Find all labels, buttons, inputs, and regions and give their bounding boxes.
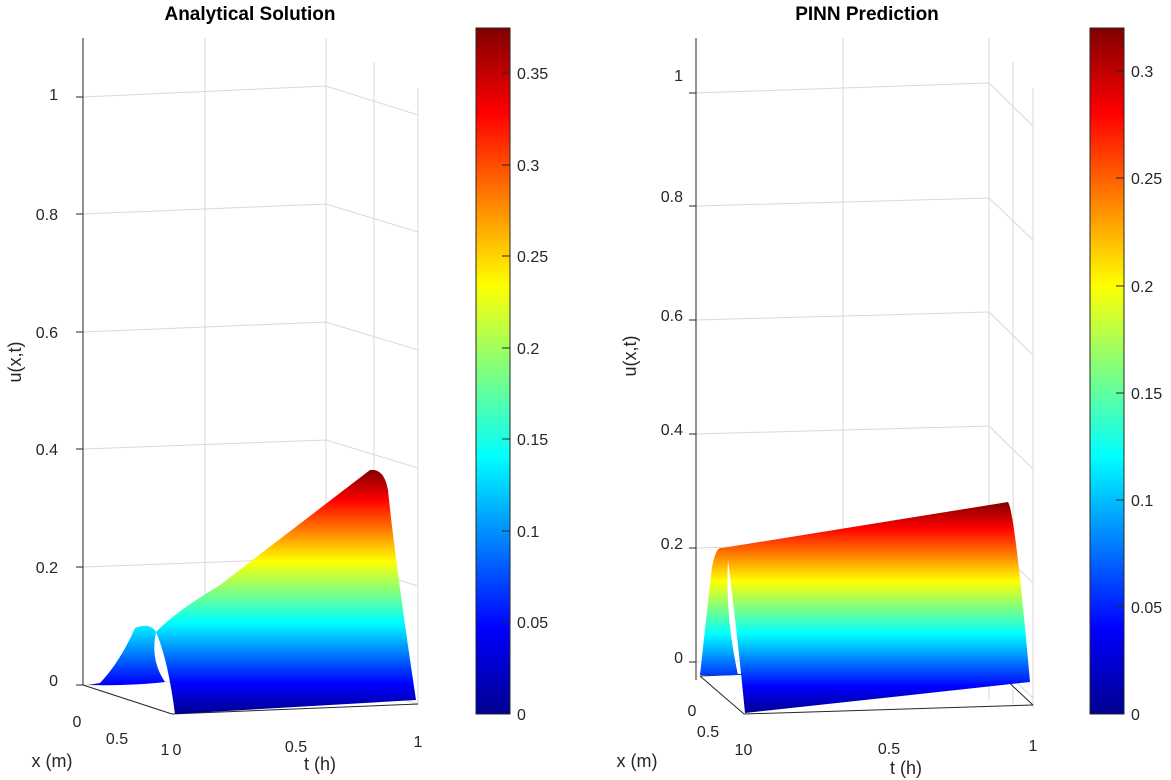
left-axes — [82, 38, 419, 715]
right-z-tick-1: 0.2 — [661, 536, 683, 553]
left-cb-tick-2: 0.1 — [517, 524, 539, 541]
right-cb-tick-2: 0.1 — [1131, 493, 1153, 510]
right-x-ticks: 0 0.5 1 — [688, 703, 744, 759]
right-z-tick-4: 0.8 — [661, 189, 683, 206]
left-z-tick-2: 0.4 — [36, 442, 58, 459]
left-t-tick-0: 0 — [173, 742, 182, 759]
right-cb-tick-5: 0.25 — [1131, 171, 1162, 188]
left-z-tick-5: 1 — [49, 87, 58, 104]
left-z-tick-0: 0 — [49, 673, 58, 690]
left-z-ticks: 0 0.2 0.4 0.6 0.8 1 — [36, 87, 83, 690]
right-cb-tick-6: 0.3 — [1131, 64, 1153, 81]
right-colorbar-ticks: 0 0.05 0.1 0.15 0.2 0.25 0.3 — [1116, 64, 1162, 724]
right-title: PINN Prediction — [795, 4, 939, 25]
right-x-tick-2: 1 — [735, 742, 744, 759]
left-t-tick-2: 1 — [414, 734, 423, 751]
right-colorbar: 0 0.05 0.1 0.15 0.2 0.25 0.3 — [1089, 27, 1162, 724]
right-z-tick-2: 0.4 — [661, 422, 683, 439]
right-t-tick-0: 0 — [744, 742, 753, 759]
right-panel: PINN Prediction — [617, 4, 1163, 778]
right-cb-tick-4: 0.2 — [1131, 279, 1153, 296]
left-surface — [88, 469, 416, 714]
left-t-tick-1: 0.5 — [285, 739, 307, 756]
right-t-tick-1: 0.5 — [878, 741, 900, 758]
left-zlabel: u(x,t) — [5, 341, 25, 382]
left-tlabel: t (h) — [304, 754, 336, 774]
right-x-tick-1: 0.5 — [697, 724, 719, 741]
left-x-tick-0: 0 — [73, 714, 82, 731]
right-z-tick-3: 0.6 — [661, 308, 683, 325]
right-cb-tick-1: 0.05 — [1131, 600, 1162, 617]
right-zlabel: u(x,t) — [620, 335, 640, 376]
right-z-ticks: 0 0.2 0.4 0.6 0.8 1 — [661, 68, 696, 667]
right-x-tick-0: 0 — [688, 703, 697, 720]
left-panel: Analytical Solution — [5, 4, 548, 774]
right-t-tick-2: 1 — [1029, 738, 1038, 755]
left-z-tick-3: 0.6 — [36, 325, 58, 342]
right-cb-tick-0: 0 — [1131, 707, 1140, 724]
left-colorbar: 0 0.05 0.1 0.15 0.2 0.25 0.3 0.35 — [475, 27, 548, 724]
right-xlabel: x (m) — [617, 751, 658, 771]
left-colorbar-ticks: 0 0.05 0.1 0.15 0.2 0.25 0.3 0.35 — [502, 66, 548, 724]
right-t-ticks: 0 0.5 1 — [744, 738, 1038, 759]
left-cb-tick-5: 0.25 — [517, 249, 548, 266]
left-t-ticks: 0 0.5 1 — [173, 734, 423, 759]
right-z-tick-5: 1 — [674, 68, 683, 85]
right-tlabel: t (h) — [890, 758, 922, 778]
left-cb-tick-4: 0.2 — [517, 341, 539, 358]
right-surface — [700, 502, 1030, 713]
left-z-tick-4: 0.8 — [36, 207, 58, 224]
left-cb-tick-3: 0.15 — [517, 432, 548, 449]
left-xlabel: x (m) — [32, 751, 73, 771]
left-z-tick-1: 0.2 — [36, 560, 58, 577]
right-cb-tick-3: 0.15 — [1131, 386, 1162, 403]
left-cb-tick-0: 0 — [517, 707, 526, 724]
left-x-tick-1: 0.5 — [106, 731, 128, 748]
left-cb-tick-6: 0.3 — [517, 158, 539, 175]
left-title: Analytical Solution — [164, 4, 335, 25]
right-z-tick-0: 0 — [674, 650, 683, 667]
left-x-tick-2: 1 — [161, 742, 170, 759]
left-cb-tick-1: 0.05 — [517, 615, 548, 632]
left-x-ticks: 0 0.5 1 — [73, 714, 170, 759]
left-cb-tick-7: 0.35 — [517, 66, 548, 83]
